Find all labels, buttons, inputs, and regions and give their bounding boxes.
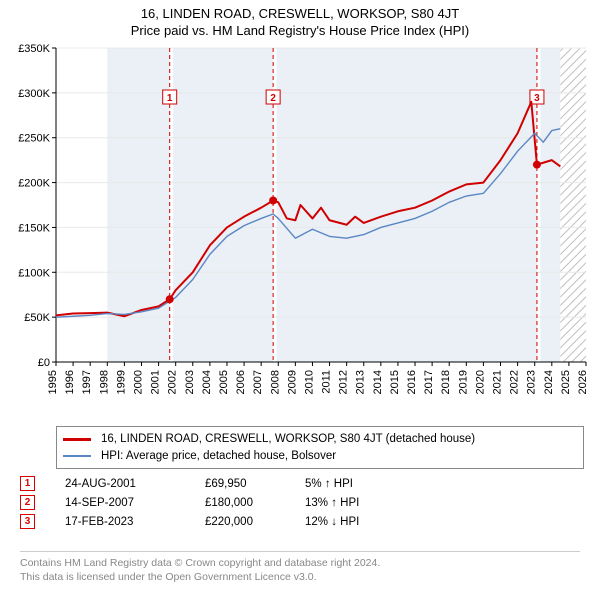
svg-text:2014: 2014 bbox=[372, 370, 384, 394]
svg-text:2015: 2015 bbox=[389, 370, 401, 394]
svg-text:2016: 2016 bbox=[406, 370, 418, 394]
legend-label: HPI: Average price, detached house, Bols… bbox=[101, 448, 336, 465]
legend-swatch bbox=[63, 438, 91, 441]
svg-text:£350K: £350K bbox=[18, 43, 50, 55]
svg-text:1996: 1996 bbox=[64, 370, 76, 394]
svg-text:£150K: £150K bbox=[18, 222, 50, 234]
svg-text:2013: 2013 bbox=[355, 370, 367, 394]
svg-text:2010: 2010 bbox=[303, 370, 315, 394]
svg-text:2000: 2000 bbox=[132, 370, 144, 394]
legend-item-price-paid: 16, LINDEN ROAD, CRESWELL, WORKSOP, S80 … bbox=[63, 431, 577, 448]
legend-swatch bbox=[63, 455, 91, 457]
marker-price: £69,950 bbox=[205, 478, 295, 490]
svg-text:£0: £0 bbox=[38, 357, 50, 369]
legend-label: 16, LINDEN ROAD, CRESWELL, WORKSOP, S80 … bbox=[101, 431, 475, 448]
chart-title-address: 16, LINDEN ROAD, CRESWELL, WORKSOP, S80 … bbox=[0, 6, 600, 21]
svg-text:2: 2 bbox=[270, 93, 276, 104]
marker-badge: 3 bbox=[20, 514, 35, 529]
marker-row: 3 17-FEB-2023 £220,000 12% ↓ HPI bbox=[20, 512, 580, 531]
svg-text:2021: 2021 bbox=[492, 370, 504, 394]
footer-line: Contains HM Land Registry data © Crown c… bbox=[20, 556, 580, 570]
svg-text:2026: 2026 bbox=[577, 370, 589, 394]
svg-text:2002: 2002 bbox=[167, 370, 179, 394]
svg-text:2025: 2025 bbox=[560, 370, 572, 394]
chart-area: £0 £50K £100K £150K £200K £250K £300K £350K 1995… bbox=[0, 42, 600, 422]
svg-text:£250K: £250K bbox=[18, 133, 50, 145]
svg-text:2023: 2023 bbox=[526, 370, 538, 394]
marker-pct: 13% ↑ HPI bbox=[305, 497, 455, 509]
svg-text:3: 3 bbox=[534, 93, 540, 104]
marker-badge: 2 bbox=[20, 495, 35, 510]
svg-text:2006: 2006 bbox=[235, 370, 247, 394]
svg-text:2008: 2008 bbox=[269, 370, 281, 394]
footer-line: This data is licensed under the Open Gov… bbox=[20, 570, 580, 584]
svg-text:1998: 1998 bbox=[98, 370, 110, 394]
svg-text:1: 1 bbox=[167, 93, 173, 104]
svg-text:2020: 2020 bbox=[474, 370, 486, 394]
svg-text:2011: 2011 bbox=[321, 370, 333, 394]
svg-text:1995: 1995 bbox=[47, 370, 59, 394]
chart-svg: £0 £50K £100K £150K £200K £250K £300K £350K 1995… bbox=[0, 42, 600, 422]
svg-text:2022: 2022 bbox=[509, 370, 521, 394]
chart-titles: 16, LINDEN ROAD, CRESWELL, WORKSOP, S80 … bbox=[0, 0, 600, 38]
svg-text:2018: 2018 bbox=[440, 370, 452, 394]
svg-text:1999: 1999 bbox=[115, 370, 127, 394]
svg-text:2004: 2004 bbox=[201, 370, 213, 394]
marker-price: £220,000 bbox=[205, 516, 295, 528]
svg-text:2005: 2005 bbox=[218, 370, 230, 394]
marker-pct: 12% ↓ HPI bbox=[305, 516, 455, 528]
svg-text:2017: 2017 bbox=[423, 370, 435, 394]
svg-text:2009: 2009 bbox=[286, 370, 298, 394]
marker-row: 1 24-AUG-2001 £69,950 5% ↑ HPI bbox=[20, 474, 580, 493]
marker-price: £180,000 bbox=[205, 497, 295, 509]
legend-item-hpi: HPI: Average price, detached house, Bols… bbox=[63, 448, 577, 465]
svg-text:2019: 2019 bbox=[457, 370, 469, 394]
footer-attribution: Contains HM Land Registry data © Crown c… bbox=[20, 551, 580, 584]
svg-text:2001: 2001 bbox=[150, 370, 162, 394]
svg-text:£200K: £200K bbox=[18, 178, 50, 190]
svg-text:£100K: £100K bbox=[18, 267, 50, 279]
svg-text:2024: 2024 bbox=[543, 370, 555, 394]
svg-text:£300K: £300K bbox=[18, 88, 50, 100]
marker-date: 24-AUG-2001 bbox=[65, 478, 195, 490]
chart-title-subtitle: Price paid vs. HM Land Registry's House … bbox=[0, 23, 600, 38]
svg-text:2012: 2012 bbox=[338, 370, 350, 394]
svg-text:1997: 1997 bbox=[81, 370, 93, 394]
marker-row: 2 14-SEP-2007 £180,000 13% ↑ HPI bbox=[20, 493, 580, 512]
marker-pct: 5% ↑ HPI bbox=[305, 478, 455, 490]
marker-table: 1 24-AUG-2001 £69,950 5% ↑ HPI 2 14-SEP-2007 £… bbox=[20, 472, 580, 533]
svg-text:2007: 2007 bbox=[252, 370, 264, 394]
svg-text:£50K: £50K bbox=[24, 312, 50, 324]
legend: 16, LINDEN ROAD, CRESWELL, WORKSOP, S80 … bbox=[56, 426, 584, 469]
marker-date: 17-FEB-2023 bbox=[65, 516, 195, 528]
marker-date: 14-SEP-2007 bbox=[65, 497, 195, 509]
svg-text:2003: 2003 bbox=[184, 370, 196, 394]
marker-badge: 1 bbox=[20, 476, 35, 491]
